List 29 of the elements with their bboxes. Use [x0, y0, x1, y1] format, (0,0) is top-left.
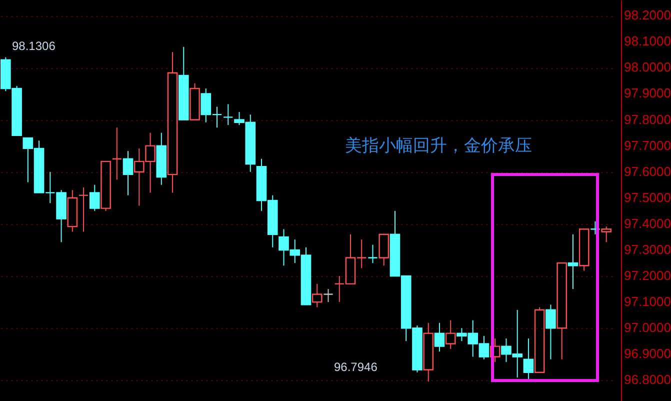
candlestick	[156, 132, 167, 186]
candlestick	[167, 52, 178, 194]
y-tick-label: 97.8000	[624, 112, 671, 127]
y-tick-label: 97.5000	[624, 190, 671, 205]
annotation: 96.7946	[334, 360, 378, 374]
candlestick	[423, 322, 434, 382]
y-tick-label: 98.1000	[624, 34, 671, 49]
candlestick	[568, 234, 578, 290]
candlestick	[590, 220, 600, 235]
y-tick-label: 97.6000	[624, 164, 671, 179]
y-tick-label: 97.7000	[624, 138, 671, 153]
y-tick-label: 96.8000	[624, 372, 671, 388]
y-tick-label: 97.0000	[624, 320, 671, 336]
candlestick	[122, 150, 134, 196]
annotation: 美指小幅回升，金价承压	[345, 136, 532, 156]
y-tick-label: 97.4000	[624, 216, 671, 231]
y-tick-label: 97.1000	[624, 294, 671, 310]
candlestick	[222, 104, 234, 126]
y-tick-label: 98.2000	[624, 8, 671, 23]
candlestick	[112, 127, 122, 180]
candlestick	[78, 186, 89, 232]
y-tick-label: 96.9000	[624, 346, 671, 362]
y-tick-label: 97.3000	[624, 242, 671, 257]
y-tick-label: 97.2000	[624, 268, 671, 284]
annotation: 98.1306	[12, 39, 56, 53]
candlestick	[312, 283, 322, 308]
y-tick-label: 97.9000	[624, 86, 671, 101]
y-tick-label: 98.0000	[624, 60, 671, 75]
candlestick	[546, 304, 556, 360]
